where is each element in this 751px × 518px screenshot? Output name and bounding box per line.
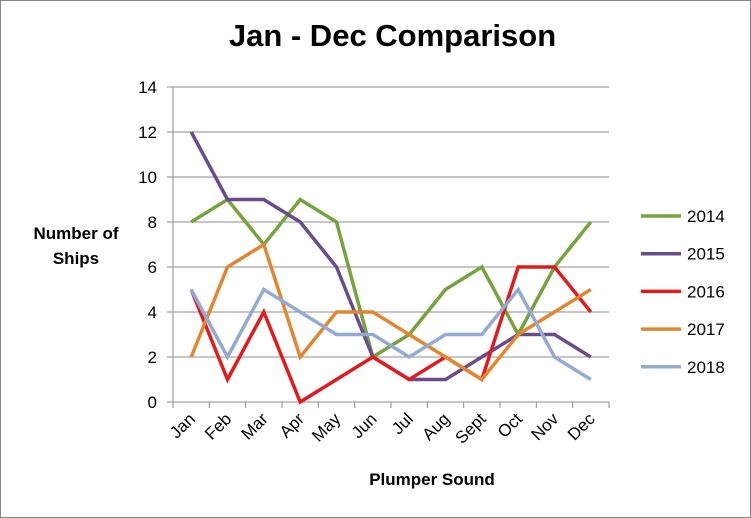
- series-line-2015: [189, 131, 592, 382]
- series-line-2017: [189, 241, 592, 382]
- y-tick-label: 8: [148, 213, 157, 232]
- y-tick-label: 10: [138, 168, 157, 187]
- series-line-2018: [189, 286, 592, 381]
- y-tick-label: 6: [148, 258, 157, 277]
- x-tick-label: Dec: [564, 409, 599, 444]
- y-axis-ticks: 0 2 4 6 8 10 12 14: [138, 78, 173, 412]
- y-tick-label: 2: [148, 348, 157, 367]
- legend-label-2015: 2015: [687, 245, 725, 264]
- x-tick-label: Feb: [201, 409, 235, 443]
- x-tick-label: Aug: [419, 409, 454, 444]
- x-axis-label: Plumper Sound: [369, 470, 495, 489]
- legend-label-2014: 2014: [687, 207, 725, 226]
- y-tick-label: 12: [138, 123, 157, 142]
- x-tick-label: Mar: [238, 409, 272, 443]
- x-tick-label: Jul: [388, 409, 417, 438]
- x-tick-label: Sept: [451, 409, 489, 447]
- series-line-2016: [189, 265, 593, 405]
- y-tick-label: 4: [148, 303, 157, 322]
- chart-title: Jan - Dec Comparison: [228, 18, 557, 53]
- y-axis-label: Number of Ships: [33, 224, 119, 268]
- gridlines: [173, 86, 609, 358]
- x-tick-label: Jun: [348, 409, 381, 442]
- x-tick-label: Jan: [166, 409, 199, 442]
- legend-label-2018: 2018: [687, 358, 725, 377]
- x-tick-label: Nov: [528, 409, 563, 444]
- series-lines: [189, 131, 593, 405]
- x-tick-label: Apr: [276, 409, 308, 441]
- y-tick-label: 0: [148, 393, 157, 412]
- legend-label-2016: 2016: [687, 282, 725, 301]
- legend-label-2017: 2017: [687, 320, 725, 339]
- x-tick-label: Oct: [494, 409, 526, 441]
- x-tick-label: May: [308, 409, 344, 445]
- axes: [172, 87, 609, 403]
- legend: 2014 2015 2016 2017 2018: [641, 207, 725, 377]
- y-tick-label: 14: [138, 78, 157, 97]
